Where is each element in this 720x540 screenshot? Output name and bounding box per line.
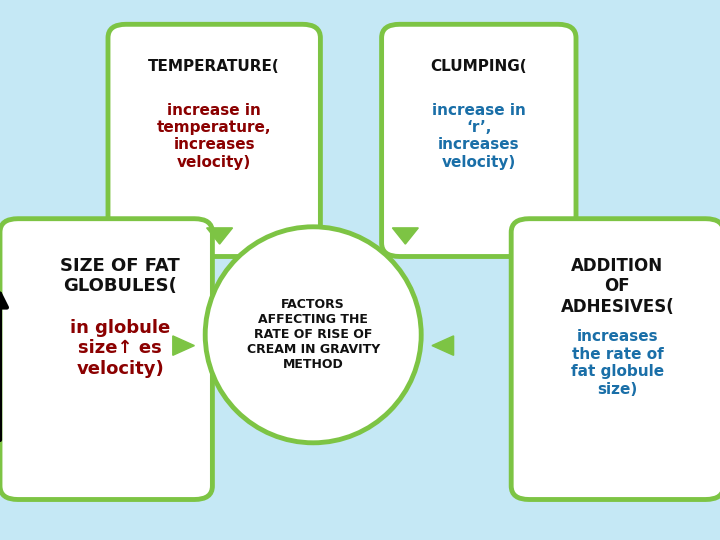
Text: increases
the rate of
fat globule
size): increases the rate of fat globule size) [571, 329, 664, 396]
Text: increase in
temperature,
increases
velocity): increase in temperature, increases veloc… [157, 103, 271, 170]
Text: in globule
size↑ es
velocity): in globule size↑ es velocity) [70, 319, 171, 378]
Ellipse shape [205, 227, 421, 443]
Text: CLUMPING(: CLUMPING( [431, 59, 527, 75]
Text: SIZE OF FAT
GLOBULES(: SIZE OF FAT GLOBULES( [60, 256, 180, 295]
Polygon shape [392, 228, 418, 244]
Text: increase in
‘r’,
increases
velocity): increase in ‘r’, increases velocity) [432, 103, 526, 170]
Polygon shape [207, 228, 233, 244]
Text: FACTORS
AFFECTING THE
RATE OF RISE OF
CREAM IN GRAVITY
METHOD: FACTORS AFFECTING THE RATE OF RISE OF CR… [246, 298, 380, 372]
Text: ADDITION
OF
ADHESIVES(: ADDITION OF ADHESIVES( [561, 256, 674, 316]
FancyBboxPatch shape [0, 219, 212, 500]
Text: TEMPERATURE(: TEMPERATURE( [148, 59, 280, 75]
FancyBboxPatch shape [382, 24, 576, 256]
FancyBboxPatch shape [511, 219, 720, 500]
Polygon shape [432, 336, 454, 355]
FancyBboxPatch shape [108, 24, 320, 256]
Polygon shape [173, 336, 194, 355]
